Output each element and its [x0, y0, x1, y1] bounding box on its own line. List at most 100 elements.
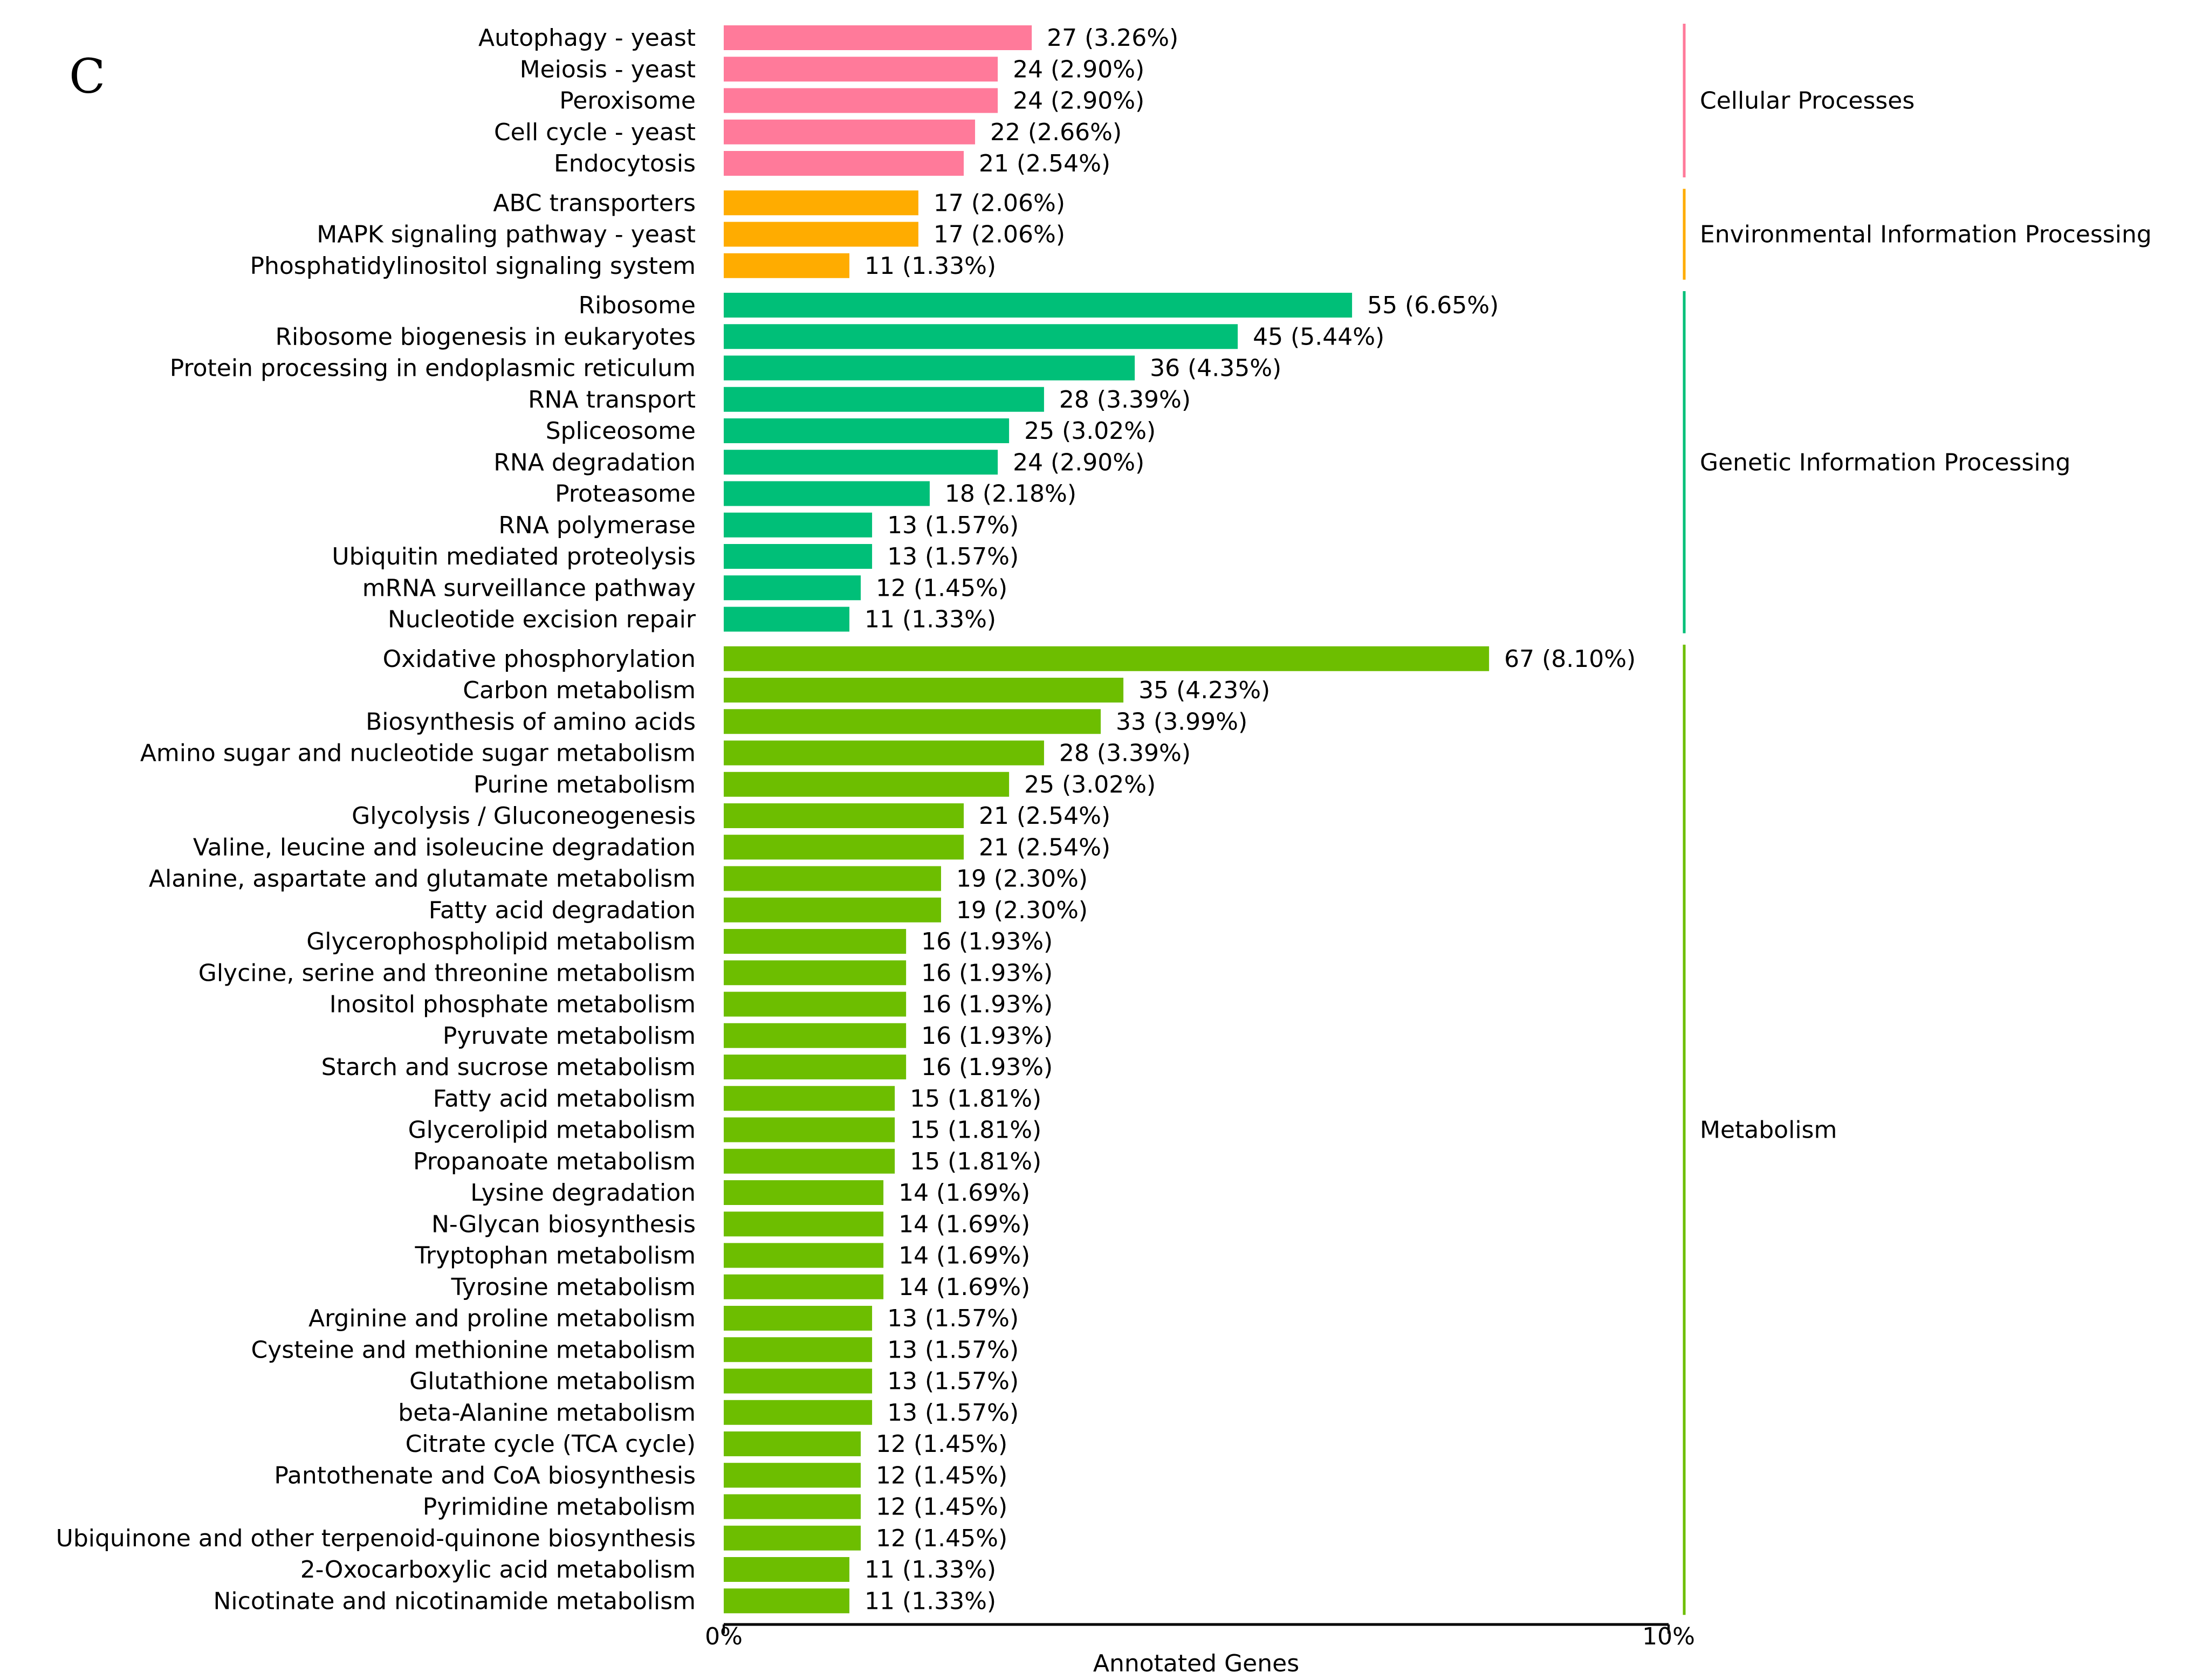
- bar-glycerolipid-metabolism: [724, 1117, 895, 1142]
- bars-layer: Autophagy - yeast 27 (3.26%) Meiosis - yea…: [56, 24, 1636, 1615]
- row-label-mapk-signaling-pathway-yeast: MAPK signaling pathway - yeast: [317, 221, 696, 249]
- value-label-ubiquinone-and-other-terpenoid-quinone-biosynthesis: 12 (1.45%): [876, 1525, 1007, 1552]
- value-label-tryptophan-metabolism: 14 (1.69%): [898, 1242, 1030, 1270]
- value-label-meiosis-yeast: 24 (2.90%): [1013, 56, 1144, 83]
- row-label-ubiquinone-and-other-terpenoid-quinone-biosynthesis: Ubiquinone and other terpenoid-quinone b…: [56, 1525, 696, 1552]
- value-label-pyruvate-metabolism: 16 (1.93%): [921, 1022, 1053, 1050]
- row-label-nucleotide-excision-repair: Nucleotide excision repair: [388, 606, 696, 634]
- row-label-n-glycan-biosynthesis: N-Glycan biosynthesis: [431, 1210, 696, 1238]
- row-label-protein-processing-in-endoplasmic-reticulum: Protein processing in endoplasmic reticu…: [170, 355, 696, 382]
- bar-ubiquinone-and-other-terpenoid-quinone-biosynthesis: [724, 1525, 861, 1551]
- row-label-rna-polymerase: RNA polymerase: [498, 512, 696, 539]
- value-label-citrate-cycle-tca-cycle: 12 (1.45%): [876, 1430, 1007, 1458]
- bar-nicotinate-and-nicotinamide-metabolism: [724, 1588, 850, 1614]
- value-label-biosynthesis-of-amino-acids: 33 (3.99%): [1116, 708, 1247, 735]
- value-label-rna-polymerase: 13 (1.57%): [887, 512, 1019, 539]
- bar-starch-and-sucrose-metabolism: [724, 1055, 907, 1079]
- row-label-rna-degradation: RNA degradation: [493, 449, 696, 476]
- value-label-valine-leucine-and-isoleucine-degradation: 21 (2.54%): [979, 834, 1110, 861]
- row-label-pyruvate-metabolism: Pyruvate metabolism: [443, 1022, 696, 1050]
- row-label-propanoate-metabolism: Propanoate metabolism: [413, 1148, 696, 1175]
- bar-arginine-and-proline-metabolism: [724, 1306, 873, 1331]
- row-label-arginine-and-proline-metabolism: Arginine and proline metabolism: [308, 1305, 696, 1332]
- bar-cysteine-and-methionine-metabolism: [724, 1337, 873, 1362]
- bar-amino-sugar-and-nucleotide-sugar-metabolism: [724, 740, 1044, 766]
- value-label-mapk-signaling-pathway-yeast: 17 (2.06%): [934, 221, 1065, 249]
- row-label-biosynthesis-of-amino-acids: Biosynthesis of amino acids: [366, 708, 696, 735]
- value-label-proteasome: 18 (2.18%): [945, 480, 1076, 508]
- row-label-phosphatidylinositol-signaling-system: Phosphatidylinositol signaling system: [250, 252, 696, 280]
- row-label-glycerophospholipid-metabolism: Glycerophospholipid metabolism: [306, 928, 696, 955]
- row-label-pyrimidine-metabolism: Pyrimidine metabolism: [423, 1493, 696, 1521]
- row-label-alanine-aspartate-and-glutamate-metabolism: Alanine, aspartate and glutamate metabol…: [149, 865, 696, 893]
- bar-rna-degradation: [724, 450, 998, 475]
- value-label-rna-transport: 28 (3.39%): [1059, 386, 1191, 414]
- value-label-n-glycan-biosynthesis: 14 (1.69%): [898, 1210, 1030, 1238]
- row-label-amino-sugar-and-nucleotide-sugar-metabolism: Amino sugar and nucleotide sugar metabol…: [140, 740, 696, 767]
- bar-alanine-aspartate-and-glutamate-metabolism: [724, 866, 941, 891]
- bar-lysine-degradation: [724, 1180, 884, 1205]
- row-label-endocytosis: Endocytosis: [554, 150, 696, 177]
- bar-propanoate-metabolism: [724, 1148, 895, 1174]
- row-label-fatty-acid-degradation: Fatty acid degradation: [429, 897, 696, 924]
- row-label-ubiquitin-mediated-proteolysis: Ubiquitin mediated proteolysis: [332, 543, 696, 570]
- x-axis: 0% 10% Annotated Genes: [705, 1623, 1695, 1677]
- bar-phosphatidylinositol-signaling-system: [724, 253, 850, 278]
- value-label-endocytosis: 21 (2.54%): [979, 150, 1110, 177]
- row-label-peroxisome: Peroxisome: [559, 87, 696, 115]
- category-label-cellular-processes: Cellular Processes: [1700, 87, 1914, 115]
- row-label-oxidative-phosphorylation: Oxidative phosphorylation: [383, 645, 696, 673]
- row-label-glycine-serine-and-threonine-metabolism: Glycine, serine and threonine metabolism: [198, 959, 696, 987]
- bar-citrate-cycle-tca-cycle: [724, 1431, 861, 1456]
- value-label-nucleotide-excision-repair: 11 (1.33%): [864, 606, 996, 634]
- value-label-tyrosine-metabolism: 14 (1.69%): [898, 1273, 1030, 1301]
- row-label-tryptophan-metabolism: Tryptophan metabolism: [414, 1242, 696, 1270]
- value-label-lysine-degradation: 14 (1.69%): [898, 1179, 1030, 1207]
- value-label-2-oxocarboxylic-acid-metabolism: 11 (1.33%): [864, 1556, 996, 1583]
- bar-glycolysis-gluconeogenesis: [724, 803, 964, 828]
- bar-peroxisome: [724, 88, 998, 113]
- bar-abc-transporters: [724, 190, 918, 216]
- x-tick-label-0: 0%: [705, 1623, 743, 1650]
- bar-pantothenate-and-coa-biosynthesis: [724, 1463, 861, 1488]
- value-label-pyrimidine-metabolism: 12 (1.45%): [876, 1493, 1007, 1521]
- value-label-starch-and-sucrose-metabolism: 16 (1.93%): [921, 1054, 1053, 1081]
- bar-tryptophan-metabolism: [724, 1243, 884, 1268]
- bar-valine-leucine-and-isoleucine-degradation: [724, 835, 964, 860]
- row-label-glycolysis-gluconeogenesis: Glycolysis / Gluconeogenesis: [352, 802, 696, 830]
- category-label-metabolism: Metabolism: [1700, 1117, 1837, 1144]
- value-label-cysteine-and-methionine-metabolism: 13 (1.57%): [887, 1336, 1019, 1364]
- value-label-glycolysis-gluconeogenesis: 21 (2.54%): [979, 802, 1110, 830]
- bar-rna-transport: [724, 387, 1044, 412]
- bar-endocytosis: [724, 151, 964, 176]
- value-label-glycerolipid-metabolism: 15 (1.81%): [910, 1117, 1041, 1144]
- category-label-genetic-information-processing: Genetic Information Processing: [1700, 449, 2070, 476]
- row-label-cell-cycle-yeast: Cell cycle - yeast: [494, 119, 696, 146]
- row-label-cysteine-and-methionine-metabolism: Cysteine and methionine metabolism: [251, 1336, 696, 1364]
- bar-ribosome: [724, 293, 1353, 318]
- value-label-inositol-phosphate-metabolism: 16 (1.93%): [921, 991, 1053, 1018]
- category-brackets: Cellular Processes Environmental Informat…: [1683, 24, 2152, 1615]
- panel-label: C: [69, 49, 105, 104]
- value-label-phosphatidylinositol-signaling-system: 11 (1.33%): [864, 252, 996, 280]
- row-label-autophagy-yeast: Autophagy - yeast: [478, 24, 696, 52]
- value-label-nicotinate-and-nicotinamide-metabolism: 11 (1.33%): [864, 1587, 996, 1615]
- row-label-citrate-cycle-tca-cycle: Citrate cycle (TCA cycle): [406, 1430, 696, 1458]
- row-label-valine-leucine-and-isoleucine-degradation: Valine, leucine and isoleucine degradati…: [193, 834, 696, 861]
- row-label-proteasome: Proteasome: [555, 480, 696, 508]
- x-tick-label-1: 10%: [1642, 1623, 1695, 1650]
- row-label-abc-transporters: ABC transporters: [493, 189, 696, 217]
- value-label-spliceosome: 25 (3.02%): [1024, 417, 1156, 445]
- value-label-arginine-and-proline-metabolism: 13 (1.57%): [887, 1305, 1019, 1332]
- value-label-carbon-metabolism: 35 (4.23%): [1138, 677, 1270, 704]
- row-label-ribosome-biogenesis-in-eukaryotes: Ribosome biogenesis in eukaryotes: [275, 323, 696, 350]
- bar-n-glycan-biosynthesis: [724, 1211, 884, 1237]
- bar-nucleotide-excision-repair: [724, 607, 850, 632]
- bar-rna-polymerase: [724, 512, 873, 538]
- value-label-alanine-aspartate-and-glutamate-metabolism: 19 (2.30%): [956, 865, 1088, 893]
- row-label-glutathione-metabolism: Glutathione metabolism: [409, 1368, 696, 1395]
- bar-oxidative-phosphorylation: [724, 646, 1490, 671]
- bar-meiosis-yeast: [724, 57, 998, 82]
